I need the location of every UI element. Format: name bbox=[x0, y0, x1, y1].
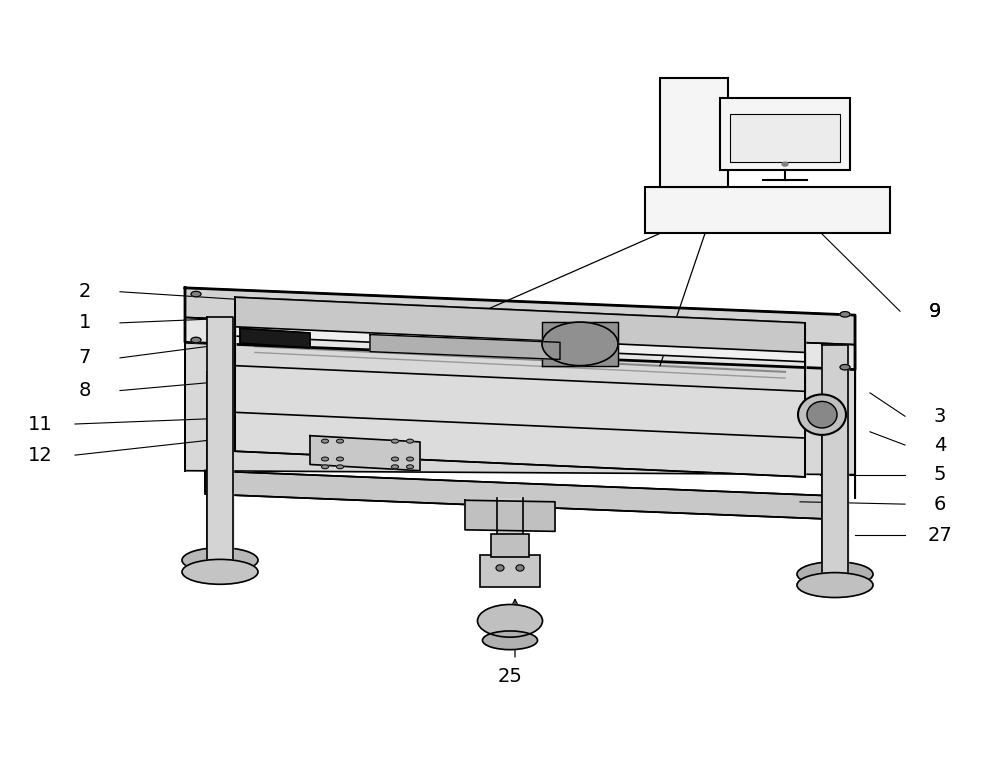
Polygon shape bbox=[822, 345, 848, 585]
Polygon shape bbox=[207, 317, 233, 572]
Ellipse shape bbox=[516, 565, 524, 571]
Ellipse shape bbox=[482, 631, 538, 650]
Ellipse shape bbox=[807, 401, 837, 428]
Polygon shape bbox=[465, 500, 555, 531]
Text: 5: 5 bbox=[934, 465, 946, 484]
Ellipse shape bbox=[322, 457, 328, 461]
Text: 7: 7 bbox=[79, 349, 91, 367]
Ellipse shape bbox=[182, 559, 258, 584]
Text: 8: 8 bbox=[79, 381, 91, 400]
Text: 11: 11 bbox=[28, 415, 52, 433]
Polygon shape bbox=[235, 297, 805, 352]
Text: 9: 9 bbox=[929, 302, 941, 321]
Ellipse shape bbox=[336, 457, 344, 461]
Polygon shape bbox=[370, 335, 560, 359]
Polygon shape bbox=[205, 471, 845, 520]
Ellipse shape bbox=[392, 464, 398, 468]
Ellipse shape bbox=[840, 311, 850, 317]
Ellipse shape bbox=[406, 439, 414, 443]
Ellipse shape bbox=[496, 565, 504, 571]
Ellipse shape bbox=[336, 464, 344, 468]
Polygon shape bbox=[310, 436, 420, 471]
Ellipse shape bbox=[322, 439, 328, 443]
Ellipse shape bbox=[191, 338, 201, 343]
Ellipse shape bbox=[191, 292, 201, 297]
Polygon shape bbox=[497, 498, 523, 580]
FancyBboxPatch shape bbox=[491, 534, 529, 557]
FancyBboxPatch shape bbox=[730, 114, 840, 162]
Polygon shape bbox=[822, 399, 848, 574]
Polygon shape bbox=[185, 288, 855, 345]
FancyBboxPatch shape bbox=[645, 187, 890, 233]
Polygon shape bbox=[235, 297, 805, 362]
Text: 4: 4 bbox=[934, 436, 946, 454]
Ellipse shape bbox=[478, 605, 542, 637]
FancyBboxPatch shape bbox=[480, 555, 540, 587]
Ellipse shape bbox=[322, 464, 328, 468]
Ellipse shape bbox=[406, 464, 414, 468]
Ellipse shape bbox=[782, 163, 788, 166]
Polygon shape bbox=[240, 328, 310, 348]
Ellipse shape bbox=[336, 439, 344, 443]
Polygon shape bbox=[542, 322, 618, 366]
Ellipse shape bbox=[392, 457, 398, 461]
Text: 6: 6 bbox=[934, 495, 946, 513]
Polygon shape bbox=[185, 288, 855, 370]
Polygon shape bbox=[207, 372, 233, 560]
Ellipse shape bbox=[406, 457, 414, 461]
Text: 27: 27 bbox=[928, 526, 952, 545]
Text: 25: 25 bbox=[498, 668, 522, 686]
Text: 2: 2 bbox=[79, 282, 91, 301]
Ellipse shape bbox=[542, 322, 618, 366]
Text: 1: 1 bbox=[79, 314, 91, 332]
Ellipse shape bbox=[797, 573, 873, 598]
Text: 12: 12 bbox=[28, 446, 52, 464]
Ellipse shape bbox=[840, 364, 850, 370]
Polygon shape bbox=[205, 471, 845, 520]
Ellipse shape bbox=[392, 439, 398, 443]
Ellipse shape bbox=[182, 548, 258, 573]
Polygon shape bbox=[235, 366, 805, 477]
FancyBboxPatch shape bbox=[660, 78, 728, 187]
Polygon shape bbox=[185, 317, 855, 475]
Text: 9: 9 bbox=[929, 302, 941, 321]
Ellipse shape bbox=[798, 394, 846, 435]
Text: 3: 3 bbox=[934, 407, 946, 426]
Polygon shape bbox=[235, 412, 805, 477]
Ellipse shape bbox=[797, 562, 873, 587]
FancyBboxPatch shape bbox=[720, 98, 850, 170]
